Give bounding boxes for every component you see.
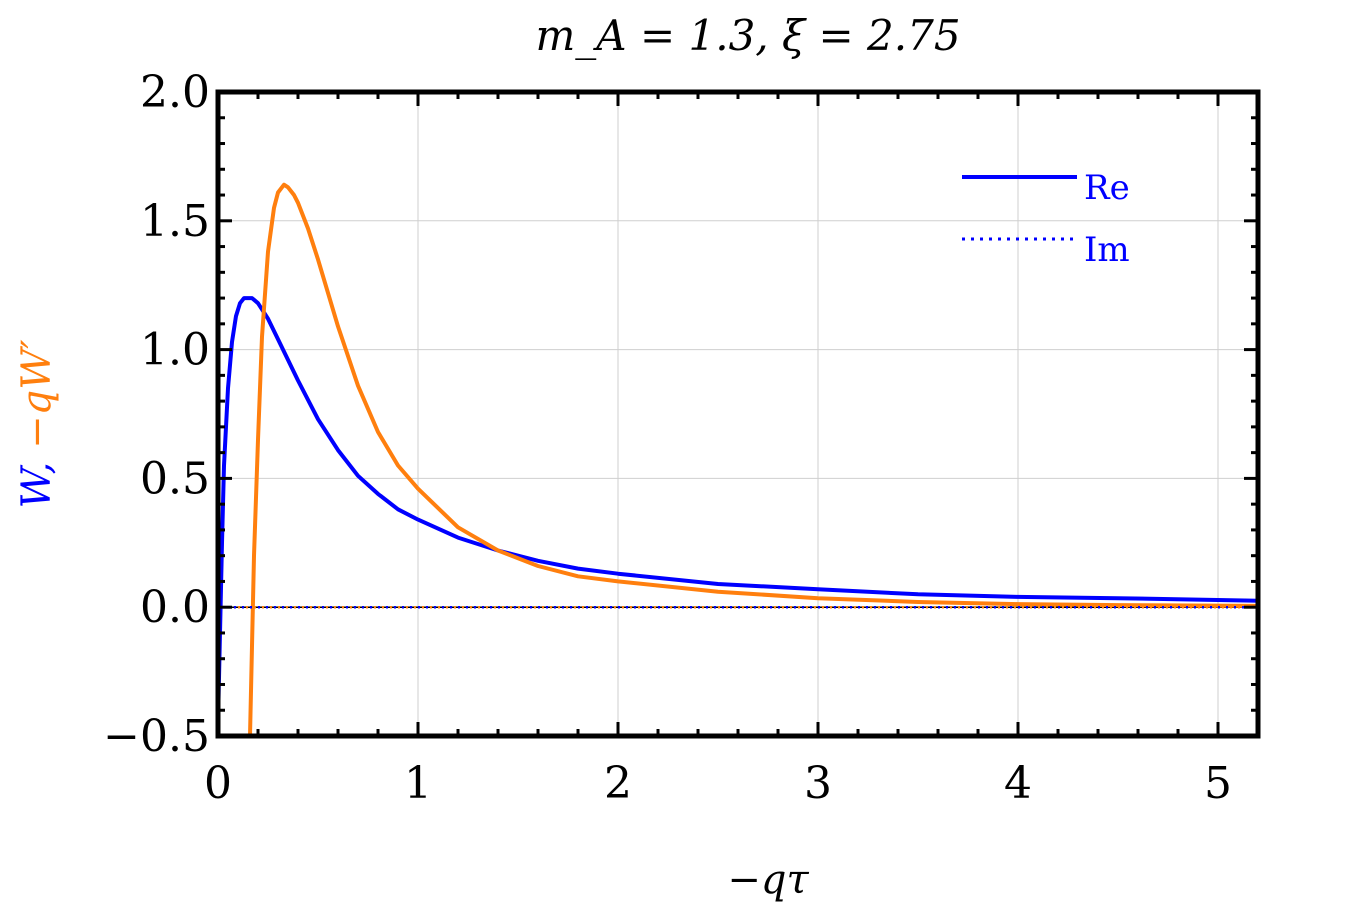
x-axis-label: −qτ — [727, 857, 809, 903]
series-group — [218, 182, 1258, 736]
legend-label-re: Re — [1084, 168, 1130, 208]
x-tick-label: 5 — [1204, 758, 1232, 809]
legend — [962, 175, 1077, 241]
y-axis-label: W, −qW′ — [14, 340, 60, 509]
y-tick-label: −0.5 — [103, 711, 210, 762]
y-tick-label: 0.5 — [140, 453, 210, 504]
x-tick-label: 1 — [404, 758, 432, 809]
y-axis-label-part: −qW′ — [14, 340, 60, 449]
chart-title: m_A = 1.3, ξ = 2.75 — [535, 11, 960, 60]
y-tick-label: 0.0 — [140, 582, 210, 633]
series-line-0 — [218, 296, 1258, 726]
series-line-1 — [248, 182, 1258, 736]
y-tick-label: 1.0 — [140, 325, 210, 376]
y-tick-label: 1.5 — [140, 196, 210, 247]
y-axis-label-part: , — [14, 449, 60, 474]
x-tick-label: 2 — [604, 758, 632, 809]
x-tick-label: 4 — [1004, 758, 1032, 809]
plot-frame — [215, 89, 1261, 739]
y-tick-label: 2.0 — [140, 67, 210, 118]
legend-label-im: Im — [1084, 230, 1130, 270]
x-tick-label: 0 — [204, 758, 232, 809]
x-tick-label: 3 — [804, 758, 832, 809]
